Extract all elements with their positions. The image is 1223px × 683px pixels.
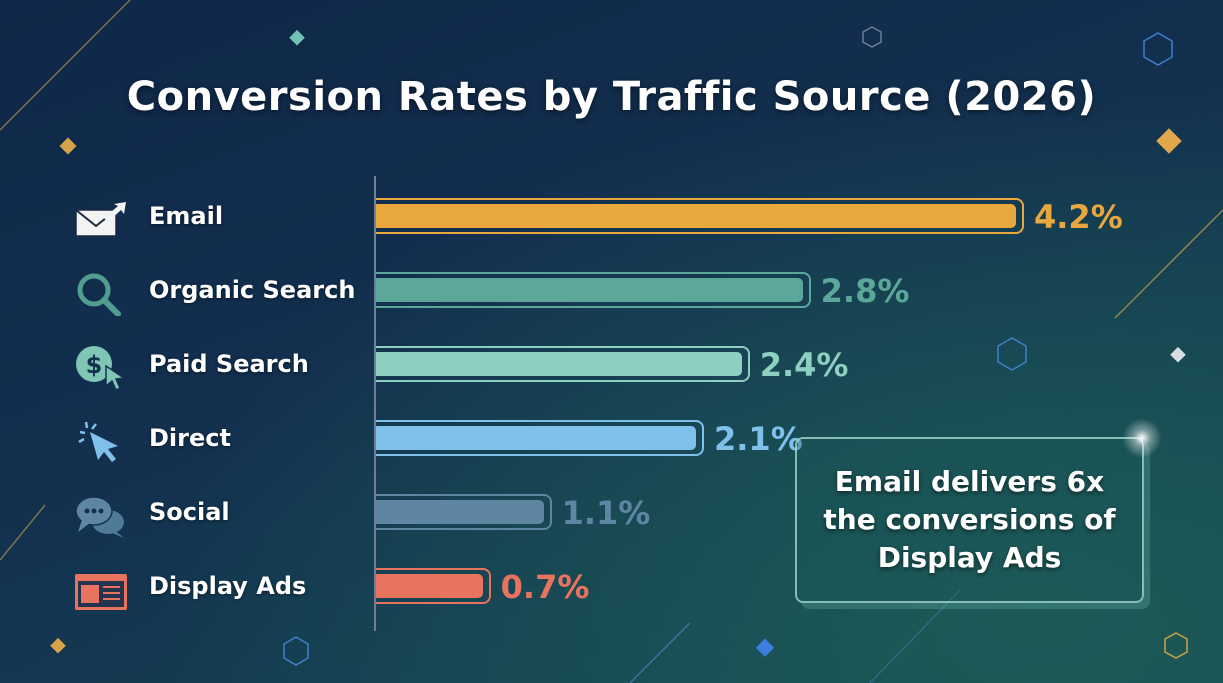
decorative-diamond [1170, 346, 1186, 363]
bar [376, 426, 696, 450]
decorative-line [629, 622, 691, 683]
svg-text:$: $ [86, 351, 103, 379]
decorative-hexagon [862, 26, 882, 48]
browser-ad-icon [74, 568, 128, 612]
annotation-callout: Email delivers 6x the conversions of Dis… [795, 437, 1144, 603]
bar-outline [376, 420, 704, 456]
value-label: 0.7% [500, 568, 590, 606]
bar-row-direct: Direct 2.1% [0, 420, 1223, 462]
decorative-line [0, 0, 131, 131]
bar [376, 574, 483, 598]
bar-outline [376, 198, 1024, 234]
value-label: 2.4% [759, 346, 849, 384]
value-label: 2.8% [820, 272, 910, 310]
category-label: Social [149, 498, 230, 526]
bar-row-social: Social 1.1% [0, 494, 1223, 538]
value-label: 4.2% [1034, 198, 1123, 236]
bar-outline [376, 494, 552, 530]
decorative-line [0, 504, 46, 561]
decorative-diamond [50, 637, 66, 654]
decorative-line [1114, 209, 1223, 319]
decorative-diamond [289, 29, 305, 46]
glow-sparkle [1122, 418, 1162, 458]
bar-row-paid-search: $ Paid Search 2.4% [0, 346, 1223, 392]
category-label: Display Ads [149, 572, 307, 600]
bar-outline [376, 568, 491, 604]
chat-bubbles-icon [74, 494, 128, 538]
bar-row-display-ads: Display Ads 0.7% [0, 568, 1223, 610]
annotation-text: Email delivers 6x the conversions of Dis… [823, 465, 1116, 574]
envelope-icon [74, 198, 128, 242]
dollar-cursor-icon: $ [74, 346, 128, 392]
decorative-line [869, 589, 961, 683]
decorative-hexagon [283, 636, 309, 666]
decorative-diamond [59, 137, 77, 155]
decorative-diamond [755, 638, 775, 657]
magnifier-icon [74, 272, 128, 317]
category-label: Paid Search [149, 350, 309, 378]
bar-outline [376, 346, 750, 382]
bar-row-organic-search: Organic Search 2.8% [0, 272, 1223, 317]
click-cursor-icon [74, 420, 128, 464]
y-axis-line [374, 176, 376, 631]
category-label: Email [149, 202, 224, 230]
bar-outline [376, 272, 811, 308]
bar [376, 278, 803, 302]
value-label: 2.1% [714, 420, 803, 458]
decorative-hexagon [1164, 632, 1188, 659]
category-label: Direct [149, 424, 231, 452]
bar [376, 500, 544, 524]
value-label: 1.1% [561, 494, 651, 532]
bar-row-email: Email 4.2% [0, 198, 1223, 238]
chart-title: Conversion Rates by Traffic Source (2026… [126, 74, 1097, 120]
bar [376, 204, 1016, 228]
decorative-hexagon [997, 337, 1027, 371]
decorative-diamond [1156, 128, 1182, 154]
category-label: Organic Search [149, 276, 356, 304]
bar [376, 352, 742, 376]
decorative-hexagon [1143, 32, 1173, 66]
